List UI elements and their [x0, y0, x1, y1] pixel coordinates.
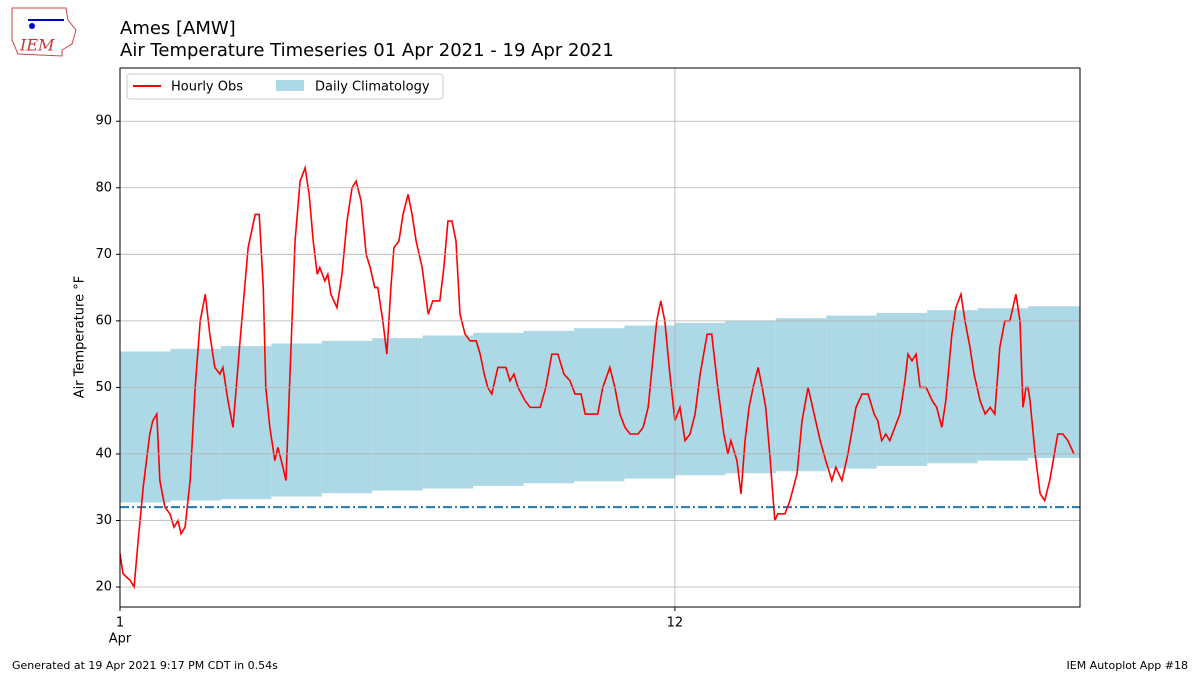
climatology-band	[1028, 306, 1080, 458]
logo-text: IEM	[19, 36, 55, 55]
climatology-band	[422, 335, 474, 489]
logo-dot	[29, 23, 35, 29]
y-tick-label: 50	[95, 380, 112, 395]
footer-left: Generated at 19 Apr 2021 9:17 PM CDT in …	[12, 659, 278, 672]
y-tick-label: 80	[95, 180, 112, 195]
climatology-band	[624, 325, 675, 479]
climatology-band	[271, 343, 322, 497]
y-tick-label: 60	[95, 313, 112, 328]
chart-subtitle: Air Temperature Timeseries 01 Apr 2021 -…	[120, 40, 614, 61]
y-tick-label: 30	[95, 513, 112, 528]
climatology-band	[220, 346, 272, 500]
legend: Hourly Obs Daily Climatology	[126, 73, 444, 100]
climatology-band	[372, 338, 423, 491]
climatology-band	[775, 318, 827, 472]
y-axis-label: Air Temperature °F	[73, 276, 88, 398]
plot-frame	[119, 67, 1081, 608]
plot-area	[120, 164, 1080, 590]
legend-label: Hourly Obs	[171, 80, 243, 95]
y-tick-label: 70	[95, 247, 112, 262]
climatology-band	[120, 351, 171, 503]
legend-swatch	[276, 80, 304, 91]
y-tick-label: 90	[95, 114, 112, 129]
climatology-band	[826, 315, 877, 469]
chart-title: Ames [AMW]	[120, 18, 236, 39]
climatology-band	[674, 322, 726, 476]
footer-right: IEM Autoplot App #18	[1067, 659, 1189, 672]
y-tick-label: 20	[95, 580, 112, 595]
climatology-band	[321, 340, 373, 494]
x-month-label: Apr	[109, 632, 132, 647]
x-tick-label: 1	[116, 616, 124, 631]
y-tick-label: 40	[95, 446, 112, 461]
climatology-band	[876, 312, 928, 466]
legend-label: Daily Climatology	[315, 80, 430, 95]
series-line	[120, 164, 1075, 590]
x-tick-label: 12	[667, 616, 684, 631]
logo: IEM	[11, 7, 77, 57]
